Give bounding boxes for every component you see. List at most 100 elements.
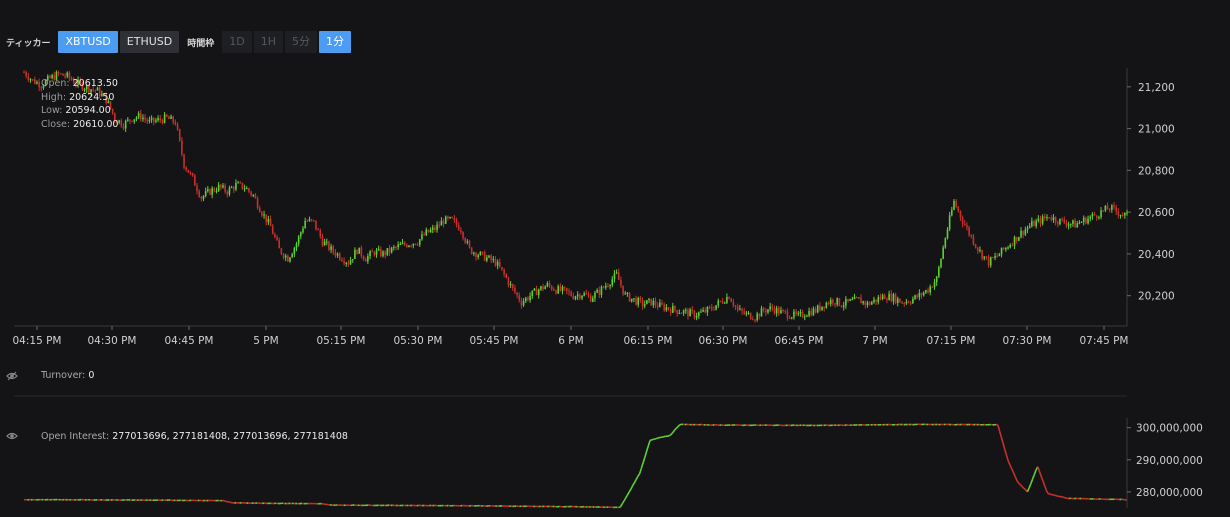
price-candle-body <box>542 286 544 290</box>
price-candle-body <box>754 319 756 321</box>
oi-segment <box>1011 468 1015 473</box>
price-candle-body <box>150 117 153 120</box>
price-candle-body <box>992 257 994 259</box>
price-candle-body <box>550 285 553 290</box>
price-candle-body <box>1111 205 1113 210</box>
price-candle-body <box>1056 222 1059 225</box>
price-candle-body <box>1104 205 1107 211</box>
price-candle-body <box>1082 217 1085 222</box>
ticker-button-ethusd[interactable]: ETHUSD <box>119 31 180 53</box>
price-candle-body <box>829 299 832 305</box>
interval-button-1d[interactable]: 1D <box>222 31 252 53</box>
price-candle-body <box>736 306 739 310</box>
price-candle-body <box>306 220 309 222</box>
price-candle-body <box>215 190 218 192</box>
oi-segment <box>1002 442 1006 450</box>
price-candle-body <box>1119 214 1122 216</box>
price-candle-body <box>659 302 661 308</box>
oi-segment <box>1014 476 1018 481</box>
price-candle-body <box>1052 217 1055 221</box>
price-candle-body <box>155 120 157 122</box>
price-candle-body <box>416 244 419 246</box>
ohlc-legend: Open: 20613.50 High: 20624.50 Low: 20594… <box>41 77 118 131</box>
interval-button-1min[interactable]: 1分 <box>319 31 351 53</box>
price-candle-body <box>27 76 30 80</box>
price-candle-body <box>896 298 899 304</box>
price-candle-body <box>637 297 640 305</box>
oi-segment <box>654 437 658 440</box>
price-candle-body <box>717 300 720 306</box>
price-candle-body <box>682 310 685 314</box>
price-candle-body <box>321 236 324 246</box>
price-candle-body <box>581 295 583 299</box>
price-candle-body <box>570 292 572 296</box>
oi-segment <box>1063 496 1066 499</box>
price-candle-body <box>700 311 702 313</box>
price-candle-body <box>1063 219 1066 223</box>
price-candle-body <box>961 217 964 224</box>
oi-y-tick-label: 300,000,000 <box>1136 423 1203 435</box>
price-candle-body <box>271 226 274 235</box>
oi-segment <box>1009 464 1013 470</box>
price-candle-body <box>719 300 722 302</box>
price-candle-body <box>624 293 627 295</box>
oi-segment <box>1007 460 1011 466</box>
price-candle-body <box>877 297 880 302</box>
price-candle-body <box>1065 222 1068 226</box>
price-candle-body <box>985 256 988 258</box>
price-candle-body <box>362 256 365 260</box>
ticker-button-xbtusd[interactable]: XBTUSD <box>58 31 118 53</box>
price-candle-body <box>834 303 836 305</box>
oi-segment <box>1044 485 1048 492</box>
price-candle-body <box>66 72 69 77</box>
eye-icon[interactable] <box>6 371 18 381</box>
eye-icon[interactable] <box>6 431 18 441</box>
price-candle-body <box>1024 229 1027 235</box>
price-candle-body <box>1126 212 1128 214</box>
price-candle-body <box>1002 247 1005 250</box>
x-tick-label: 05:15 PM <box>317 335 366 347</box>
price-candle-body <box>555 290 557 294</box>
price-candle-body <box>509 284 512 286</box>
price-candle-body <box>916 295 919 298</box>
price-candle-body <box>1031 221 1033 227</box>
price-candle-body <box>332 246 335 253</box>
price-candle-body <box>434 227 436 231</box>
price-candle-body <box>821 306 823 311</box>
price-candle-body <box>511 284 514 288</box>
interval-button-1h[interactable]: 1H <box>253 31 283 53</box>
price-candle-body <box>548 283 551 286</box>
price-candle-body <box>892 294 895 302</box>
price-candle-body <box>648 298 650 301</box>
price-candle-body <box>31 79 34 81</box>
x-tick-label: 7 PM <box>862 335 887 347</box>
price-candle-body <box>492 259 495 261</box>
price-candle-body <box>51 75 53 79</box>
price-candle-body <box>972 236 975 245</box>
price-candle-body <box>297 236 300 244</box>
price-candle-body <box>572 295 575 300</box>
price-candle-body <box>784 310 787 312</box>
price-candle-body <box>133 119 136 122</box>
price-candle-body <box>966 225 968 228</box>
price-candle-body <box>1059 218 1061 225</box>
oi-segment <box>649 439 653 442</box>
price-candle-body <box>925 290 927 293</box>
price-candle-body <box>537 289 540 296</box>
price-candle-body <box>341 259 343 262</box>
oi-segment <box>631 482 636 487</box>
price-candle-body <box>226 191 229 195</box>
price-candle-body <box>626 292 629 294</box>
turnover-label: Turnover: <box>41 370 86 381</box>
x-tick-label: 6 PM <box>558 335 583 347</box>
price-candle-body <box>771 306 774 309</box>
price-candle-body <box>527 297 529 301</box>
price-candle-body <box>371 251 374 253</box>
price-candle-body <box>29 79 32 81</box>
price-candle-body <box>665 307 668 311</box>
interval-button-5min[interactable]: 5分 <box>285 31 317 53</box>
price-candle-body <box>354 249 356 260</box>
oi-segment <box>1042 480 1046 487</box>
price-candle-body <box>501 267 503 270</box>
oi-segment <box>1019 484 1023 488</box>
